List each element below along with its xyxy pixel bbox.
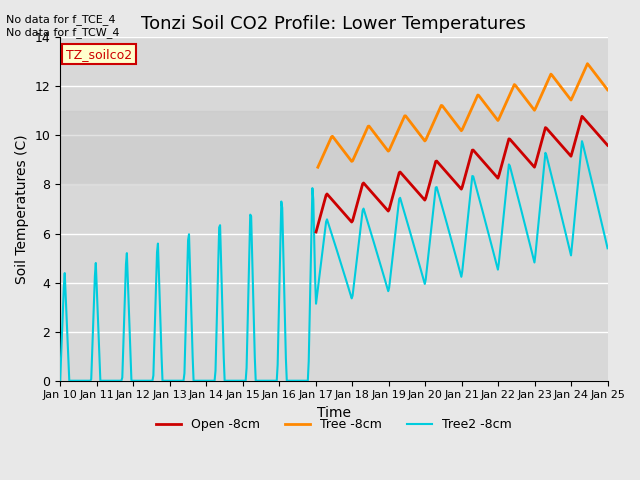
Line: Open -8cm: Open -8cm (316, 116, 607, 232)
Tree2 -8cm (468, 173, 476, 179)
Legend: Open -8cm, Tree -8cm, Tree2 -8cm: Open -8cm, Tree -8cm, Tree2 -8cm (151, 413, 516, 436)
Tree2 -8cm (604, 245, 611, 251)
Open -8cm (468, 147, 476, 153)
Open -8cm (379, 202, 387, 208)
Tree -8cm (468, 104, 476, 110)
Open -8cm (604, 143, 611, 148)
Y-axis label: Soil Temperatures (C): Soil Temperatures (C) (15, 134, 29, 284)
Text: TZ_soilco2: TZ_soilco2 (66, 48, 132, 60)
Tree -8cm (379, 141, 387, 147)
Line: Tree -8cm: Tree -8cm (318, 64, 607, 167)
Tree2 -8cm (578, 138, 586, 144)
Tree2 -8cm (422, 276, 429, 282)
Open -8cm (422, 195, 429, 201)
Tree2 -8cm (304, 378, 312, 384)
Tree -8cm (604, 87, 611, 93)
Text: No data for f_TCE_4
No data for f_TCW_4: No data for f_TCE_4 No data for f_TCW_4 (6, 14, 120, 38)
Tree2 -8cm (197, 378, 205, 384)
Tree2 -8cm (153, 250, 161, 255)
X-axis label: Time: Time (317, 406, 351, 420)
Line: Tree2 -8cm: Tree2 -8cm (60, 141, 607, 381)
Title: Tonzi Soil CO2 Profile: Lower Temperatures: Tonzi Soil CO2 Profile: Lower Temperatur… (141, 15, 526, 33)
Bar (60, 111, 607, 184)
Tree -8cm (422, 137, 429, 143)
Tree2 -8cm (379, 269, 387, 275)
Tree2 -8cm (56, 378, 64, 384)
